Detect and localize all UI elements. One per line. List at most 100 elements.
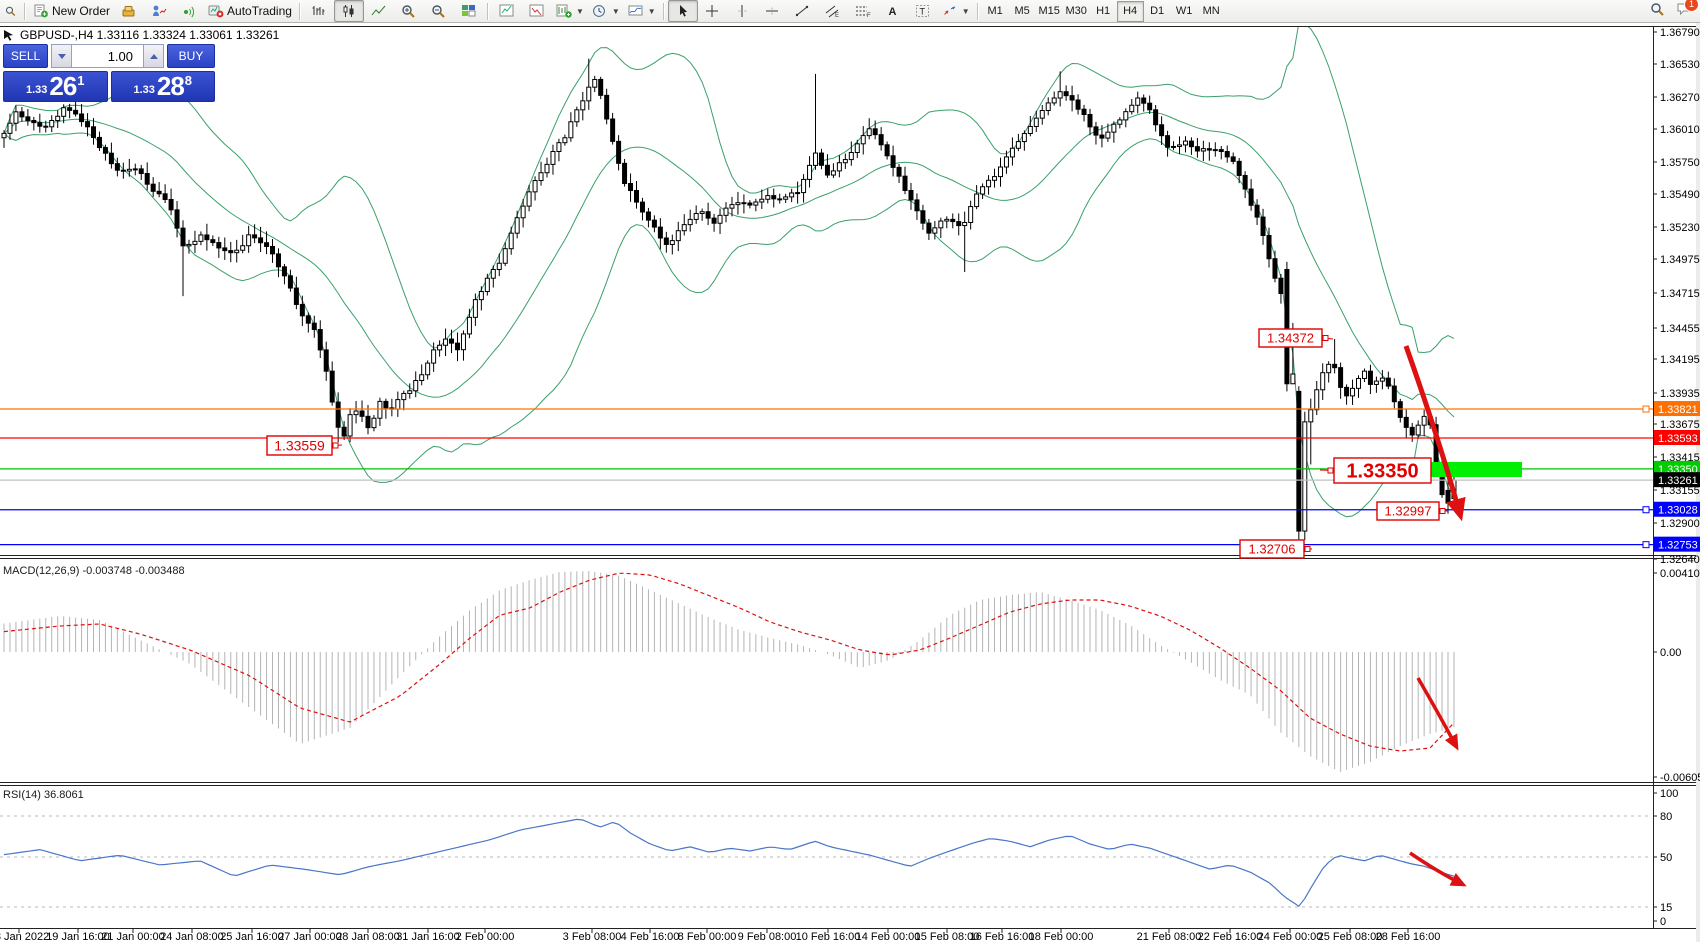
chat-button[interactable]: 1 bbox=[1676, 0, 1699, 21]
candle-body bbox=[622, 162, 628, 185]
candle-body bbox=[520, 205, 526, 219]
price-axis[interactable]: 1.36790 1.36530 1.36270 1.36010 1.35750 1.354… bbox=[1653, 27, 1700, 928]
candle-body bbox=[1284, 268, 1290, 385]
arrows-icon bbox=[943, 6, 955, 15]
search-button[interactable] bbox=[1650, 2, 1666, 21]
chart-shortcut-button[interactable] bbox=[1, 0, 21, 22]
candle-body bbox=[592, 78, 598, 88]
timeframe-m30-button[interactable]: M30 bbox=[1065, 5, 1087, 17]
tile-windows-button[interactable] bbox=[454, 0, 484, 22]
cursor-tool-button[interactable] bbox=[667, 0, 698, 22]
volume-increase-button[interactable] bbox=[143, 44, 164, 68]
bar-chart-mode-button[interactable] bbox=[304, 0, 334, 22]
periods-button[interactable]: ▼ bbox=[588, 0, 624, 22]
zoom-in-button[interactable] bbox=[394, 0, 424, 22]
candle-body bbox=[1421, 415, 1427, 426]
price-callout-1.33559[interactable]: 1.33559 bbox=[266, 435, 343, 456]
candle-body bbox=[1057, 91, 1063, 99]
candle-body bbox=[723, 207, 729, 216]
rsi-label: RSI(14) 36.8061 bbox=[3, 789, 84, 801]
horizontal-line-tool-button[interactable] bbox=[758, 0, 788, 22]
candle-body bbox=[1332, 363, 1338, 369]
templates-button[interactable]: ▼ bbox=[624, 0, 660, 22]
candle-body bbox=[270, 245, 276, 255]
sell-button[interactable]: SELL bbox=[3, 44, 48, 68]
price-callout-1.34372[interactable]: 1.34372 bbox=[1258, 328, 1334, 348]
candlestick-mode-button[interactable] bbox=[333, 0, 364, 22]
candle-body bbox=[932, 227, 938, 234]
line-chart-mode-button[interactable] bbox=[364, 0, 394, 22]
new-order-button[interactable]: New Order bbox=[29, 0, 114, 22]
timeframe-m1-button[interactable]: M1 bbox=[987, 5, 1003, 17]
timeframe-m5-button[interactable]: M5 bbox=[1014, 5, 1030, 17]
indicator-window-button[interactable] bbox=[522, 0, 552, 22]
text-tool-button[interactable]: A bbox=[878, 0, 908, 22]
time-tick-label: 28 Feb 16:00 bbox=[1376, 931, 1441, 942]
text-label-tool-button[interactable]: T bbox=[908, 0, 938, 22]
price-callout-1.32997[interactable]: 1.32997 bbox=[1376, 501, 1448, 521]
price-callout-1.33350[interactable]: 1.33350 bbox=[1319, 457, 1432, 484]
candle-body bbox=[1003, 156, 1009, 168]
time-tick-label: 25 Feb 08:00 bbox=[1318, 931, 1383, 942]
price-badge-text: 1.32753 bbox=[1658, 540, 1698, 552]
level-handle-1.32753[interactable] bbox=[1642, 541, 1650, 549]
fibonacci-tool-button[interactable]: F bbox=[848, 0, 878, 22]
expert-advisors-button[interactable] bbox=[144, 0, 174, 22]
timeframe-w1-button[interactable]: W1 bbox=[1175, 5, 1193, 17]
volume-input[interactable]: 1.00 bbox=[72, 44, 143, 68]
candle-body bbox=[1230, 156, 1236, 162]
annotation-arrow-macd[interactable] bbox=[1416, 677, 1459, 751]
candle-body bbox=[1147, 102, 1153, 111]
price-callout-1.32706[interactable]: 1.32706 bbox=[1239, 539, 1312, 559]
candle-body bbox=[574, 109, 580, 123]
level-handle-1.33028[interactable] bbox=[1642, 506, 1650, 514]
market-watch-button[interactable] bbox=[114, 0, 144, 22]
annotation-arrow-rsi[interactable] bbox=[1409, 851, 1467, 887]
trendline-tool-button[interactable] bbox=[788, 0, 818, 22]
price-tick-label: 1.35230 bbox=[1660, 222, 1700, 234]
timeframe-h4-button[interactable]: H4 bbox=[1116, 0, 1144, 22]
candle-body bbox=[526, 191, 532, 207]
buy-button[interactable]: BUY bbox=[167, 44, 215, 68]
new-chart-button[interactable]: ▼ bbox=[552, 0, 588, 22]
candle-body bbox=[413, 380, 419, 392]
sell-price[interactable]: 1.33 26 1 bbox=[3, 71, 108, 102]
autotrading-button[interactable]: AutoTrading bbox=[204, 0, 296, 22]
green-highlight-zone[interactable] bbox=[1430, 462, 1522, 477]
timeframe-d1-button[interactable]: D1 bbox=[1150, 5, 1165, 17]
signals-button[interactable] bbox=[174, 0, 204, 22]
callout-anchor-square bbox=[332, 442, 339, 449]
timeframe-h1-button[interactable]: H1 bbox=[1096, 5, 1111, 17]
candle-body bbox=[908, 189, 914, 201]
candle-body bbox=[848, 152, 854, 161]
level-handle-1.33821[interactable] bbox=[1642, 405, 1650, 413]
zoom-in-icon bbox=[402, 5, 415, 18]
candle-body bbox=[920, 210, 926, 224]
candle-body bbox=[1141, 97, 1147, 104]
arrows-tool-button[interactable]: ▼ bbox=[938, 0, 974, 22]
buy-price-big: 28 bbox=[156, 71, 185, 101]
profile-icon bbox=[628, 5, 643, 16]
crosshair-tool-button[interactable] bbox=[698, 0, 728, 22]
candle-body bbox=[49, 120, 55, 128]
candles-icon bbox=[343, 5, 354, 17]
indicator-list-button[interactable] bbox=[492, 0, 522, 22]
candle-body bbox=[1314, 389, 1320, 411]
time-tick-label: 25 Jan 16:00 bbox=[220, 931, 284, 942]
vertical-line-tool-button[interactable] bbox=[728, 0, 758, 22]
buy-price[interactable]: 1.33 28 8 bbox=[110, 71, 215, 102]
volume-decrease-button[interactable] bbox=[51, 44, 72, 68]
rsi-axis-label: 0 bbox=[1660, 916, 1666, 928]
channel-tool-button[interactable]: E bbox=[818, 0, 848, 22]
zoom-out-button[interactable] bbox=[424, 0, 454, 22]
candle-body bbox=[132, 168, 138, 171]
timeframe-mn-button[interactable]: MN bbox=[1202, 5, 1220, 17]
candle-body bbox=[1176, 144, 1182, 147]
annotation-arrow-main[interactable] bbox=[1403, 345, 1466, 522]
time-tick-label: 19 Jan 16:00 bbox=[46, 931, 110, 942]
candle-body bbox=[1194, 146, 1200, 152]
candles-layer bbox=[1, 58, 1457, 551]
timeframe-m15-button[interactable]: M15 bbox=[1038, 5, 1060, 17]
